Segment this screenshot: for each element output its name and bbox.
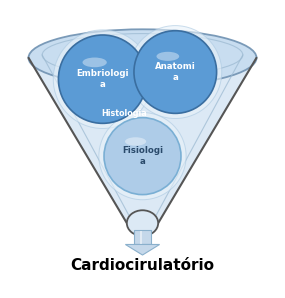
Ellipse shape <box>82 58 107 67</box>
Circle shape <box>99 113 186 200</box>
Polygon shape <box>134 230 151 244</box>
Polygon shape <box>140 231 142 244</box>
Polygon shape <box>125 244 160 255</box>
Circle shape <box>53 30 152 128</box>
Circle shape <box>134 31 217 113</box>
Ellipse shape <box>28 29 256 86</box>
Polygon shape <box>28 29 256 236</box>
Text: Histologia: Histologia <box>101 109 147 118</box>
Text: Anatomi
a: Anatomi a <box>155 62 196 82</box>
Ellipse shape <box>125 137 146 146</box>
Ellipse shape <box>127 210 158 236</box>
Text: Embriologi
a: Embriologi a <box>76 69 129 89</box>
Text: Cardiocirulatório: Cardiocirulatório <box>70 258 215 273</box>
Circle shape <box>58 35 147 123</box>
Circle shape <box>129 26 222 119</box>
Text: Fisiologi
a: Fisiologi a <box>122 146 163 166</box>
Ellipse shape <box>156 52 179 61</box>
Circle shape <box>104 118 181 195</box>
